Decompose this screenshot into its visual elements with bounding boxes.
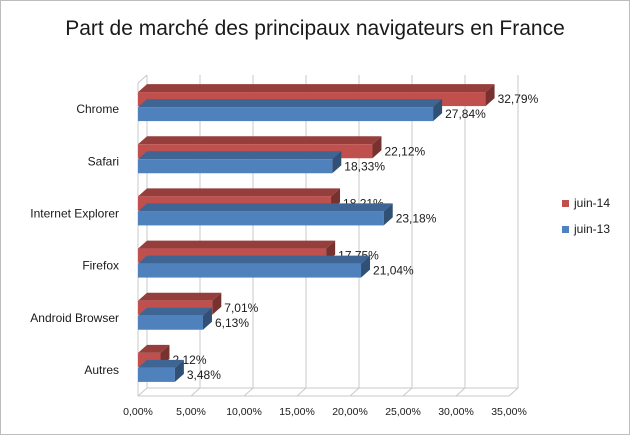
category-label: Safari [88, 154, 119, 168]
bar-top-face [138, 99, 443, 108]
data-label: 23,18% [396, 211, 437, 225]
floor-line [508, 387, 519, 397]
bar-end-face [433, 99, 443, 122]
bar-end-face [383, 203, 393, 226]
data-label: 27,84% [445, 107, 486, 121]
data-label: 3,48% [187, 368, 221, 382]
chart-title: Part de marché des principaux navigateur… [65, 17, 565, 40]
legend-swatch [562, 226, 569, 233]
bar-top-face [138, 203, 393, 212]
bar-end-face [332, 151, 342, 174]
bar-end-face [174, 359, 184, 382]
category-label: Chrome [76, 102, 119, 116]
bar-end-face [202, 307, 212, 330]
left-wall-top-edge [137, 74, 148, 84]
data-label: 7,01% [224, 301, 258, 315]
category-label: Android Browser [30, 311, 119, 325]
bar-top-face [138, 136, 382, 145]
bar-top-face [138, 307, 212, 316]
x-tick-label: 5,00% [176, 406, 206, 418]
bar [138, 263, 362, 278]
bar-top-face [138, 84, 495, 93]
data-label: 22,12% [384, 144, 425, 158]
bar-top-face [138, 255, 371, 264]
bar-end-face [212, 292, 222, 315]
x-tick-label: 35,00% [491, 406, 527, 418]
x-tick-label: 10,00% [226, 406, 262, 418]
x-tick-label: 0,00% [123, 406, 153, 418]
x-tick-label: 25,00% [385, 406, 421, 418]
floor-line [296, 387, 307, 397]
floor-line [190, 387, 201, 397]
data-label: 18,33% [344, 159, 385, 173]
bar [138, 159, 333, 174]
bar-end-face [361, 255, 371, 278]
bar-top-face [138, 344, 170, 353]
floor-line [349, 387, 360, 397]
bar-top-face [138, 188, 341, 197]
bar-end-face [372, 136, 382, 159]
bar-end-face [485, 84, 495, 107]
bar-top-face [138, 292, 222, 301]
legend-label: juin-14 [573, 196, 610, 210]
legend-swatch [562, 200, 569, 207]
floor-line [402, 387, 413, 397]
bar [138, 107, 434, 122]
x-tick-label: 20,00% [332, 406, 368, 418]
bar-top-face [138, 359, 184, 368]
floor-line [455, 387, 466, 397]
x-tick-label: 30,00% [438, 406, 474, 418]
bar [138, 367, 175, 382]
category-label: Internet Explorer [30, 206, 119, 220]
legend-label: juin-13 [573, 222, 610, 236]
category-label: Autres [84, 363, 119, 377]
x-tick-label: 15,00% [279, 406, 315, 418]
data-label: 21,04% [373, 264, 414, 278]
bar-top-face [138, 240, 336, 249]
floor-line [137, 387, 148, 397]
bar [138, 315, 203, 330]
bar [138, 211, 384, 226]
bar-top-face [138, 151, 342, 160]
data-label: 6,13% [215, 316, 249, 330]
floor-line [243, 387, 254, 397]
category-label: Firefox [82, 259, 119, 273]
data-label: 32,79% [498, 92, 539, 106]
